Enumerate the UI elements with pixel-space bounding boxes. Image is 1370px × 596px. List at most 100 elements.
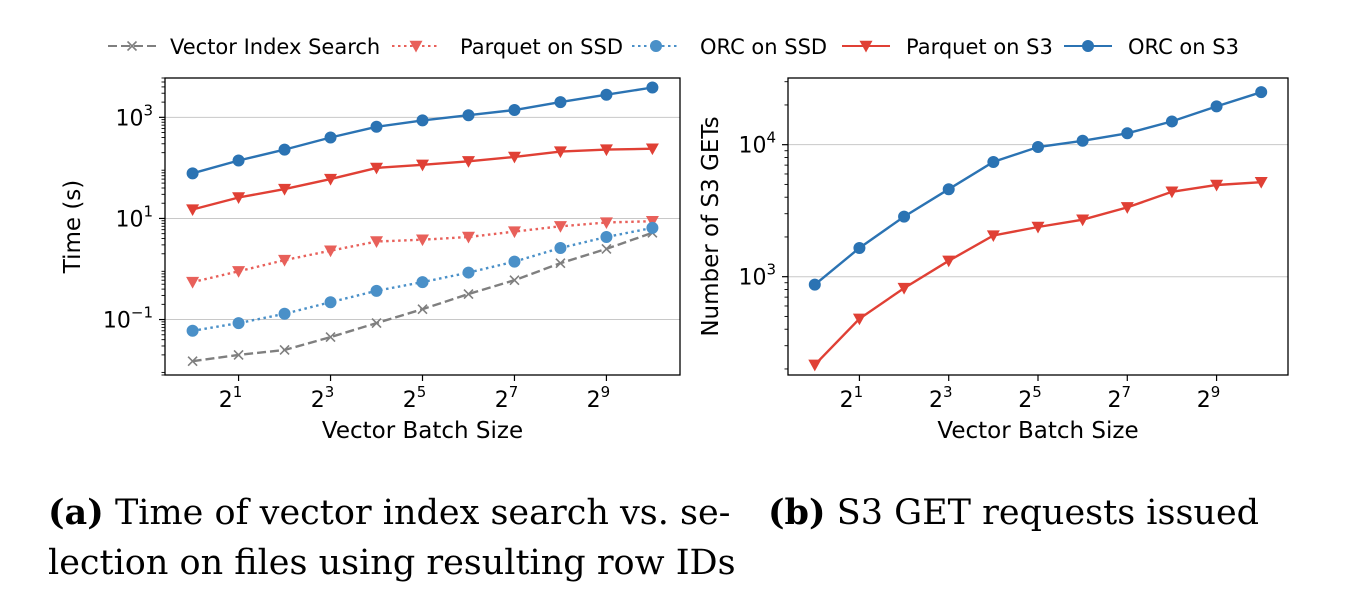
point-parquet-on-s3 <box>897 282 911 295</box>
series-line-parquet-on-ssd <box>192 220 653 284</box>
point-orc-on-s3 <box>898 210 911 223</box>
point-parquet-on-s3 <box>553 146 567 159</box>
point-orc-on-s3 <box>646 81 659 94</box>
legend-label-vector-index-search: Vector Index Search <box>170 35 380 59</box>
point-parquet-on-s3 <box>461 156 475 168</box>
series-line-parquet-on-s3 <box>192 147 653 211</box>
point-orc-on-s3 <box>853 241 866 254</box>
point-orc-on-s3 <box>370 120 383 133</box>
series-line-vector-index-search <box>192 231 653 363</box>
point-orc-on-ssd <box>462 266 475 279</box>
y-tick-label: 10−1 <box>103 304 153 334</box>
series-line-parquet-on-s3 <box>813 181 1262 366</box>
legend-marker-orc-on-s3 <box>1082 40 1094 52</box>
point-vector-index-search <box>509 275 520 286</box>
time-chart: 103 101 10−1 21 23 25 27 29 Vector Batch Size Tim… <box>60 77 681 444</box>
point-parquet-on-s3 <box>278 183 292 196</box>
x-tick-label: 27 <box>495 383 519 413</box>
point-vector-index-search-stroke-b <box>601 243 612 254</box>
point-parquet-on-s3 <box>370 162 384 175</box>
y-tick-label: 103 <box>738 261 776 291</box>
point-vector-index-search-stroke-b <box>233 349 244 360</box>
point-parquet-on-s3 <box>986 230 1000 243</box>
point-orc-on-s3 <box>1076 134 1089 147</box>
legend-marker-vector-index-search-stroke-b <box>126 40 138 52</box>
point-orc-on-ssd <box>646 221 659 234</box>
legend-label-parquet-on-ssd: Parquet on SSD <box>460 35 623 59</box>
point-parquet-on-s3 <box>232 192 246 204</box>
point-parquet-on-s3 <box>645 143 659 156</box>
x-tick-label: 23 <box>929 383 953 413</box>
legend-item-vector-index-search: Vector Index Search <box>108 35 380 59</box>
point-vector-index-search-stroke-b <box>187 356 198 367</box>
y-tick-label: 101 <box>115 202 153 232</box>
caption-a-line2: lection on files using resulting row IDs <box>48 543 736 583</box>
point-orc-on-ssd <box>278 307 291 320</box>
point-parquet-on-ssd <box>324 245 338 258</box>
point-vector-index-search <box>555 258 566 269</box>
s3-gets-chart: 104 103 21 23 25 27 29 Vector Batch Size Number … <box>698 77 1289 444</box>
legend-item-orc-on-ssd: ORC on SSD <box>632 35 827 59</box>
point-orc-on-s3 <box>232 154 245 167</box>
y-axis-label: Time (s) <box>60 180 86 275</box>
series-orc-on-ssd <box>186 221 659 337</box>
series-parquet-on-s3 <box>808 176 1268 372</box>
point-parquet-on-ssd <box>553 221 567 233</box>
point-orc-on-s3 <box>1165 115 1178 128</box>
point-orc-on-s3 <box>1255 86 1268 99</box>
point-parquet-on-ssd <box>370 236 384 248</box>
x-tick-label: 21 <box>219 383 243 413</box>
point-parquet-on-ssd <box>461 231 475 244</box>
point-vector-index-search-stroke-b <box>325 332 336 343</box>
y-tick-label: 103 <box>115 101 153 131</box>
point-vector-index-search-stroke-b <box>417 304 428 315</box>
point-parquet-on-s3 <box>808 359 822 372</box>
x-tick-label: 29 <box>1197 383 1221 413</box>
x-tick-label: 23 <box>311 383 335 413</box>
point-parquet-on-s3 <box>942 255 956 268</box>
point-vector-index-search <box>417 304 428 315</box>
x-tick-label: 25 <box>403 383 427 413</box>
point-orc-on-s3 <box>324 131 337 144</box>
point-orc-on-s3 <box>186 167 199 180</box>
x-axis-label: Vector Batch Size <box>322 418 523 444</box>
point-vector-index-search <box>463 288 474 300</box>
point-vector-index-search <box>279 344 290 356</box>
point-parquet-on-s3 <box>416 159 429 172</box>
point-orc-on-ssd <box>232 317 245 330</box>
legend-label-parquet-on-s3: Parquet on S3 <box>906 35 1053 59</box>
legend-item-parquet-on-ssd: Parquet on SSD <box>392 35 623 59</box>
plot-frame <box>164 77 681 376</box>
point-parquet-on-ssd <box>645 216 659 228</box>
caption-a-label: (a) <box>48 492 104 533</box>
point-parquet-on-s3 <box>852 313 866 326</box>
x-axis-label: Vector Batch Size <box>937 418 1138 444</box>
x-tick-label: 21 <box>840 383 864 413</box>
point-parquet-on-s3 <box>324 173 338 186</box>
caption-a: (a) Time of vector index search vs. se- … <box>48 488 736 588</box>
legend-marker-parquet-on-s3 <box>859 40 873 53</box>
legend-marker-vector-index-search <box>126 40 138 52</box>
point-vector-index-search-stroke-b <box>279 344 290 356</box>
caption-a-line1: Time of vector index search vs. se- <box>114 493 731 533</box>
legend-item-orc-on-s3: ORC on S3 <box>1064 35 1239 59</box>
point-parquet-on-s3 <box>186 204 200 217</box>
point-vector-index-search <box>325 332 336 343</box>
point-vector-index-search <box>233 349 244 360</box>
plot-frame <box>787 77 1289 376</box>
legend-item-parquet-on-s3: Parquet on S3 <box>842 35 1053 59</box>
point-parquet-on-ssd <box>278 254 292 267</box>
point-orc-on-ssd <box>186 324 199 337</box>
point-orc-on-s3 <box>1121 127 1134 140</box>
point-parquet-on-s3 <box>1210 179 1224 192</box>
point-orc-on-s3 <box>416 114 429 127</box>
caption-b: (b) S3 GET requests issued <box>768 488 1259 538</box>
point-vector-index-search <box>371 318 382 329</box>
point-parquet-on-s3 <box>1254 176 1268 189</box>
legend-label-orc-on-s3: ORC on S3 <box>1128 35 1239 59</box>
point-vector-index-search-stroke-b <box>371 318 382 329</box>
y-axis-label: Number of S3 GETs <box>698 116 724 336</box>
series-parquet-on-ssd <box>186 216 659 289</box>
point-orc-on-s3 <box>1032 141 1044 154</box>
